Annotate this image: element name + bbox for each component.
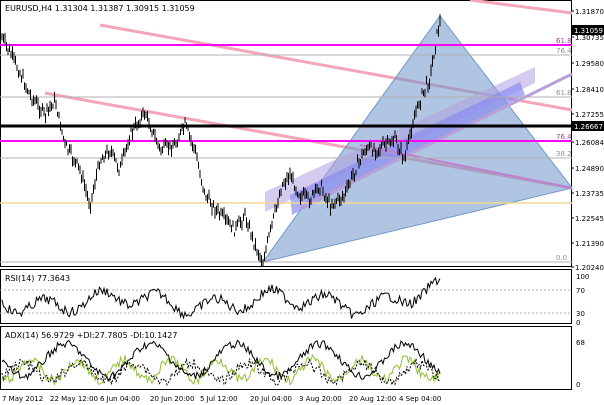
- rsi-panel[interactable]: [0, 269, 572, 324]
- rsi-axis-label: 0: [576, 319, 580, 327]
- fib-label: 38.2: [556, 150, 572, 158]
- time-axis-label: 20 Aug 12:00: [349, 395, 396, 403]
- time-axis-label: 7 May 2012: [2, 395, 43, 403]
- time-axis-label: 20 Jul 04:00: [250, 395, 292, 403]
- fib-label: 76.4: [556, 133, 572, 141]
- price-axis-label: 1.21390: [575, 240, 604, 248]
- price-axis-label: 1.24890: [575, 165, 604, 173]
- main-header: EURUSD,H4 1.31304 1.31387 1.30915 1.3105…: [5, 4, 195, 13]
- price-axis-label: 1.29580: [575, 60, 604, 68]
- price-series[interactable]: [1, 14, 441, 268]
- fib-label: 61.8: [556, 37, 572, 45]
- time-axis: 7 May 2012 22 May 12:00 6 Jun 04:00 20 Jun …: [2, 395, 441, 403]
- adx-series[interactable]: [1, 339, 441, 381]
- price-axis-label: 1.26084: [575, 139, 604, 147]
- price-axis-label: 1.30735: [575, 34, 604, 42]
- adx-minus-di-series[interactable]: [1, 357, 441, 387]
- rsi-axis-label: 100: [576, 273, 589, 281]
- price-axis-label: 1.22545: [575, 215, 604, 223]
- adx-header: ADX(14) 56.9729 +DI:27.7805 -DI:10.1427: [5, 331, 177, 340]
- time-axis-label: 4 Sep 04:00: [399, 395, 441, 403]
- pink-channel-line-overlay[interactable]: [359, 144, 573, 189]
- time-axis-label: 6 Jun 04:00: [100, 395, 140, 403]
- rsi-axis-label: 70: [576, 287, 585, 295]
- pink-channel-line-upper[interactable]: [469, 0, 573, 15]
- rsi-axis-label: 30: [576, 310, 585, 318]
- rsi-series[interactable]: [1, 276, 441, 320]
- price-axis-label: 1.31870: [575, 8, 604, 16]
- price-axis: 1.31870 1.30735 1.29580 1.28410 1.27255 1.260…: [571, 8, 604, 272]
- time-axis-label: 5 Jul 12:00: [200, 395, 238, 403]
- fib-label: 61.8: [556, 89, 572, 97]
- price-axis-label: 1.20240: [575, 264, 604, 272]
- current-price-label: 1.31059: [574, 27, 603, 35]
- price-axis-label: 1.28410: [575, 86, 604, 94]
- time-axis-label: 3 Aug 20:00: [299, 395, 342, 403]
- adx-plus-di-series[interactable]: [1, 353, 441, 386]
- rsi-header: RSI(14) 77.3643: [5, 274, 70, 283]
- time-axis-label: 22 May 12:00: [50, 395, 98, 403]
- line-price-label: 1.26667: [574, 123, 603, 131]
- fib-label: 0.0: [556, 254, 567, 262]
- adx-axis-label: 0: [576, 381, 580, 389]
- current-price-tag: [572, 25, 604, 35]
- adx-axis-label: 68: [576, 339, 585, 347]
- fib-label: 76.4: [556, 47, 572, 55]
- time-axis-label: 20 Jun 20:00: [150, 395, 194, 403]
- price-axis-label: 1.23735: [575, 190, 604, 198]
- price-axis-label: 1.27255: [575, 111, 604, 119]
- line-price-tag: [572, 121, 604, 131]
